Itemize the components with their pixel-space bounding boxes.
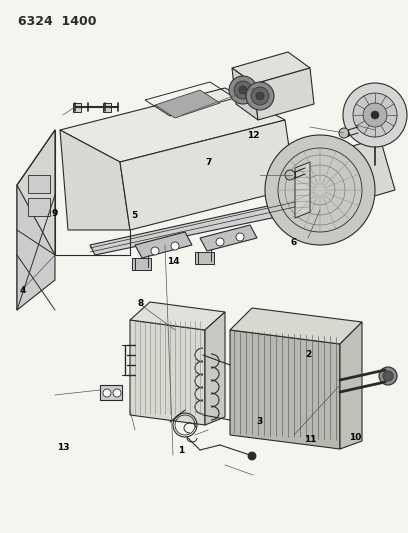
Polygon shape xyxy=(232,68,258,120)
Circle shape xyxy=(171,242,179,250)
Circle shape xyxy=(339,128,349,138)
Circle shape xyxy=(229,76,257,104)
Circle shape xyxy=(236,233,244,241)
Polygon shape xyxy=(340,322,362,449)
Circle shape xyxy=(246,82,274,110)
Text: 10: 10 xyxy=(349,433,361,441)
Polygon shape xyxy=(232,52,310,84)
Text: 7: 7 xyxy=(205,158,211,167)
Text: 4: 4 xyxy=(19,286,26,295)
Circle shape xyxy=(379,367,397,385)
Polygon shape xyxy=(90,200,310,255)
Polygon shape xyxy=(230,330,340,449)
Text: 12: 12 xyxy=(247,132,259,140)
Bar xyxy=(28,198,50,216)
Polygon shape xyxy=(135,232,192,258)
Text: 3: 3 xyxy=(256,417,262,425)
Polygon shape xyxy=(254,68,314,120)
Bar xyxy=(100,385,122,400)
Text: 8: 8 xyxy=(137,300,144,308)
Circle shape xyxy=(256,92,264,100)
Polygon shape xyxy=(200,225,257,251)
Text: 2: 2 xyxy=(305,350,311,359)
Circle shape xyxy=(251,87,269,105)
Text: 1: 1 xyxy=(178,446,185,455)
Circle shape xyxy=(353,93,397,137)
Polygon shape xyxy=(17,130,55,310)
Polygon shape xyxy=(17,185,55,310)
Polygon shape xyxy=(130,302,225,330)
Circle shape xyxy=(383,371,393,381)
Circle shape xyxy=(234,81,252,99)
Circle shape xyxy=(265,135,375,245)
Bar xyxy=(132,258,151,270)
Circle shape xyxy=(151,247,159,255)
Text: 9: 9 xyxy=(52,209,58,217)
Text: 14: 14 xyxy=(167,257,180,265)
Polygon shape xyxy=(60,130,130,230)
Polygon shape xyxy=(205,312,225,425)
Polygon shape xyxy=(60,88,285,162)
Circle shape xyxy=(239,86,247,94)
Polygon shape xyxy=(295,162,310,218)
Circle shape xyxy=(343,83,407,147)
Bar xyxy=(28,175,50,193)
Polygon shape xyxy=(230,308,362,344)
Text: 11: 11 xyxy=(304,435,316,444)
Circle shape xyxy=(248,452,256,460)
Circle shape xyxy=(363,103,387,127)
Polygon shape xyxy=(120,120,295,230)
Text: 6324  1400: 6324 1400 xyxy=(18,15,97,28)
Circle shape xyxy=(113,389,121,397)
Bar xyxy=(73,103,81,112)
Circle shape xyxy=(371,111,379,119)
Text: 6: 6 xyxy=(290,238,297,247)
Bar xyxy=(195,252,214,264)
Bar xyxy=(103,103,111,112)
Polygon shape xyxy=(305,138,395,212)
Circle shape xyxy=(285,170,295,180)
Text: 5: 5 xyxy=(131,212,138,220)
Text: 13: 13 xyxy=(57,443,69,452)
Polygon shape xyxy=(130,320,205,425)
Circle shape xyxy=(216,238,224,246)
Polygon shape xyxy=(155,90,220,118)
Circle shape xyxy=(103,389,111,397)
